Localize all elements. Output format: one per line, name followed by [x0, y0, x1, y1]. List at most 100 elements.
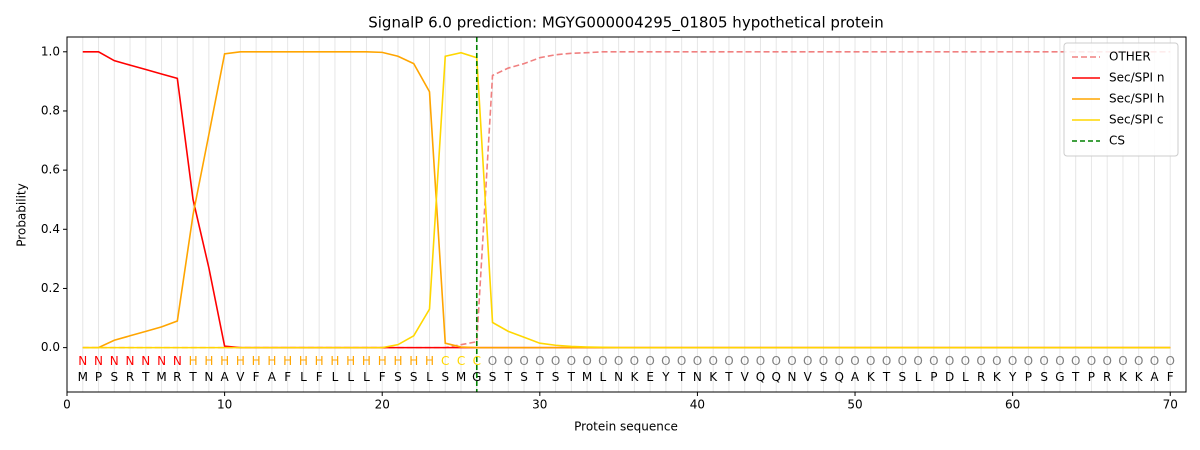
region-label: C	[457, 354, 465, 368]
series-line	[82, 50, 1171, 349]
residue-label: S	[441, 370, 449, 384]
legend-label: Sec/SPI n	[1109, 71, 1164, 85]
region-label: O	[945, 354, 954, 368]
x-tick-label: 40	[690, 398, 705, 412]
region-label: O	[835, 354, 844, 368]
residue-label: Q	[771, 370, 780, 384]
region-label: O	[898, 354, 907, 368]
region-label: O	[1008, 354, 1017, 368]
region-label: O	[787, 354, 796, 368]
x-tick-label: 30	[532, 398, 547, 412]
residue-label: M	[78, 370, 88, 384]
region-label: N	[78, 354, 87, 368]
residue-label: S	[394, 370, 402, 384]
region-label: H	[283, 354, 292, 368]
x-tick-label: 20	[375, 398, 390, 412]
region-label: O	[882, 354, 891, 368]
region-label: O	[1150, 354, 1159, 368]
residue-label: L	[962, 370, 969, 384]
residue-label: L	[600, 370, 607, 384]
x-tick-label: 10	[217, 398, 232, 412]
chart-title: SignalP 6.0 prediction: MGYG000004295_01…	[368, 14, 884, 33]
residue-label: K	[630, 370, 639, 384]
residue-label: V	[236, 370, 245, 384]
residue-label: L	[300, 370, 307, 384]
region-label: N	[94, 354, 103, 368]
region-label: O	[756, 354, 765, 368]
y-tick-label: 0.0	[41, 340, 60, 354]
region-label: O	[614, 354, 623, 368]
region-label: H	[362, 354, 371, 368]
residue-label: V	[804, 370, 813, 384]
region-label: H	[204, 354, 213, 368]
region-label: O	[1166, 354, 1175, 368]
region-label: H	[409, 354, 418, 368]
residue-label: L	[347, 370, 354, 384]
residue-label: R	[173, 370, 181, 384]
region-label: O	[677, 354, 686, 368]
residue-label: R	[1103, 370, 1111, 384]
region-label: O	[535, 354, 544, 368]
residue-label: F	[379, 370, 386, 384]
region-label: O	[567, 354, 576, 368]
residue-label: L	[426, 370, 433, 384]
region-label: O	[961, 354, 970, 368]
y-tick-label: 0.6	[41, 163, 60, 177]
residue-label: S	[898, 370, 906, 384]
region-label: O	[519, 354, 528, 368]
region-label: H	[425, 354, 434, 368]
residue-label: Y	[661, 370, 670, 384]
region-label: H	[252, 354, 261, 368]
residue-label: A	[1150, 370, 1159, 384]
region-label: O	[976, 354, 985, 368]
region-label: O	[504, 354, 513, 368]
region-label: O	[1134, 354, 1143, 368]
residue-label: K	[1135, 370, 1144, 384]
region-label: O	[850, 354, 859, 368]
series-line	[82, 51, 1171, 349]
y-axis-label: Probability	[15, 183, 29, 246]
region-label: H	[346, 354, 355, 368]
residue-label: T	[188, 370, 197, 384]
residue-label: V	[741, 370, 750, 384]
region-label: O	[992, 354, 1001, 368]
residue-label: T	[882, 370, 891, 384]
residue-label: S	[520, 370, 528, 384]
region-label: O	[1071, 354, 1080, 368]
region-label: N	[141, 354, 150, 368]
residue-label: F	[284, 370, 291, 384]
region-label: H	[315, 354, 324, 368]
residue-label: D	[945, 370, 954, 384]
residue-label: P	[930, 370, 937, 384]
region-label: N	[126, 354, 135, 368]
residue-label: Y	[1008, 370, 1017, 384]
region-label: H	[267, 354, 276, 368]
residue-label: T	[677, 370, 686, 384]
residue-label: F	[253, 370, 260, 384]
x-axis-label: Protein sequence	[574, 420, 678, 434]
residue-label: M	[582, 370, 592, 384]
region-label: O	[582, 354, 591, 368]
region-label: O	[1087, 354, 1096, 368]
residue-label: L	[915, 370, 922, 384]
region-label: O	[551, 354, 560, 368]
region-label: O	[598, 354, 607, 368]
region-label: O	[645, 354, 654, 368]
region-label: O	[1118, 354, 1127, 368]
residue-label: S	[489, 370, 497, 384]
region-label: H	[189, 354, 198, 368]
plot-frame	[66, 36, 1187, 393]
region-label: O	[1039, 354, 1048, 368]
x-tick-label: 0	[63, 398, 71, 412]
residue-label: K	[993, 370, 1002, 384]
y-tick-label: 0.4	[41, 222, 60, 236]
x-tick-label: 50	[847, 398, 862, 412]
residue-label: L	[363, 370, 370, 384]
residue-label: Q	[756, 370, 765, 384]
region-label: H	[220, 354, 229, 368]
region-label: N	[110, 354, 119, 368]
residue-label: L	[332, 370, 339, 384]
region-label: N	[173, 354, 182, 368]
series-line	[82, 50, 1171, 349]
